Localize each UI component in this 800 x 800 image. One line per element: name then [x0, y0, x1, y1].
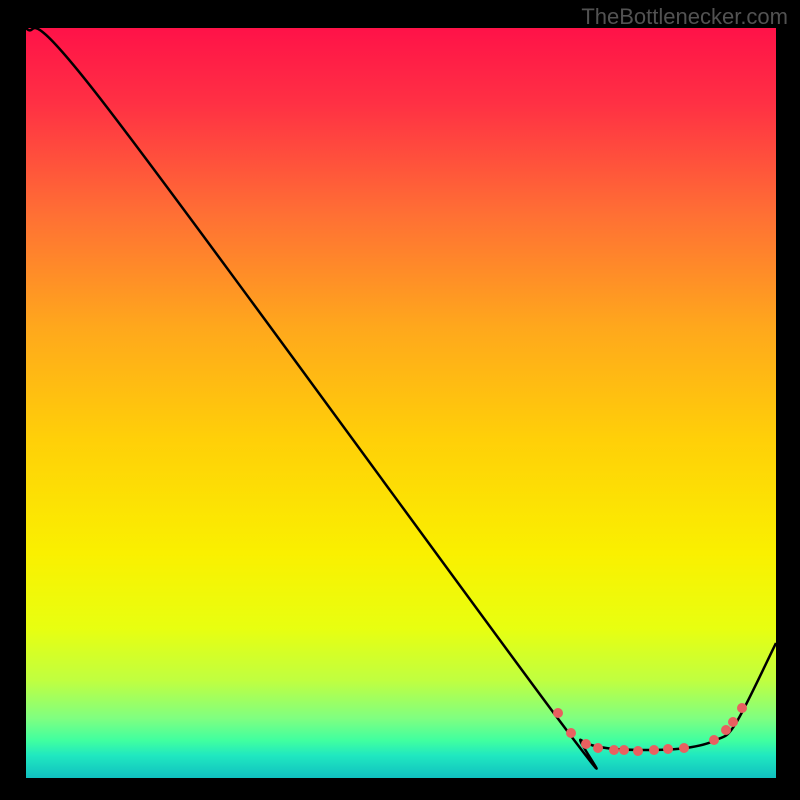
chart-area [26, 28, 776, 778]
watermark-text: TheBottlenecker.com [581, 4, 788, 30]
data-marker [566, 728, 576, 738]
data-marker [581, 739, 591, 749]
data-marker [609, 745, 619, 755]
data-marker [721, 725, 731, 735]
data-marker [593, 743, 603, 753]
data-marker [679, 743, 689, 753]
data-marker [553, 708, 563, 718]
chart-svg [26, 28, 776, 778]
data-marker [728, 717, 738, 727]
chart-background [26, 28, 776, 778]
data-marker [633, 746, 643, 756]
data-marker [737, 703, 747, 713]
data-marker [649, 745, 659, 755]
data-marker [663, 744, 673, 754]
data-marker [709, 735, 719, 745]
data-marker [619, 745, 629, 755]
